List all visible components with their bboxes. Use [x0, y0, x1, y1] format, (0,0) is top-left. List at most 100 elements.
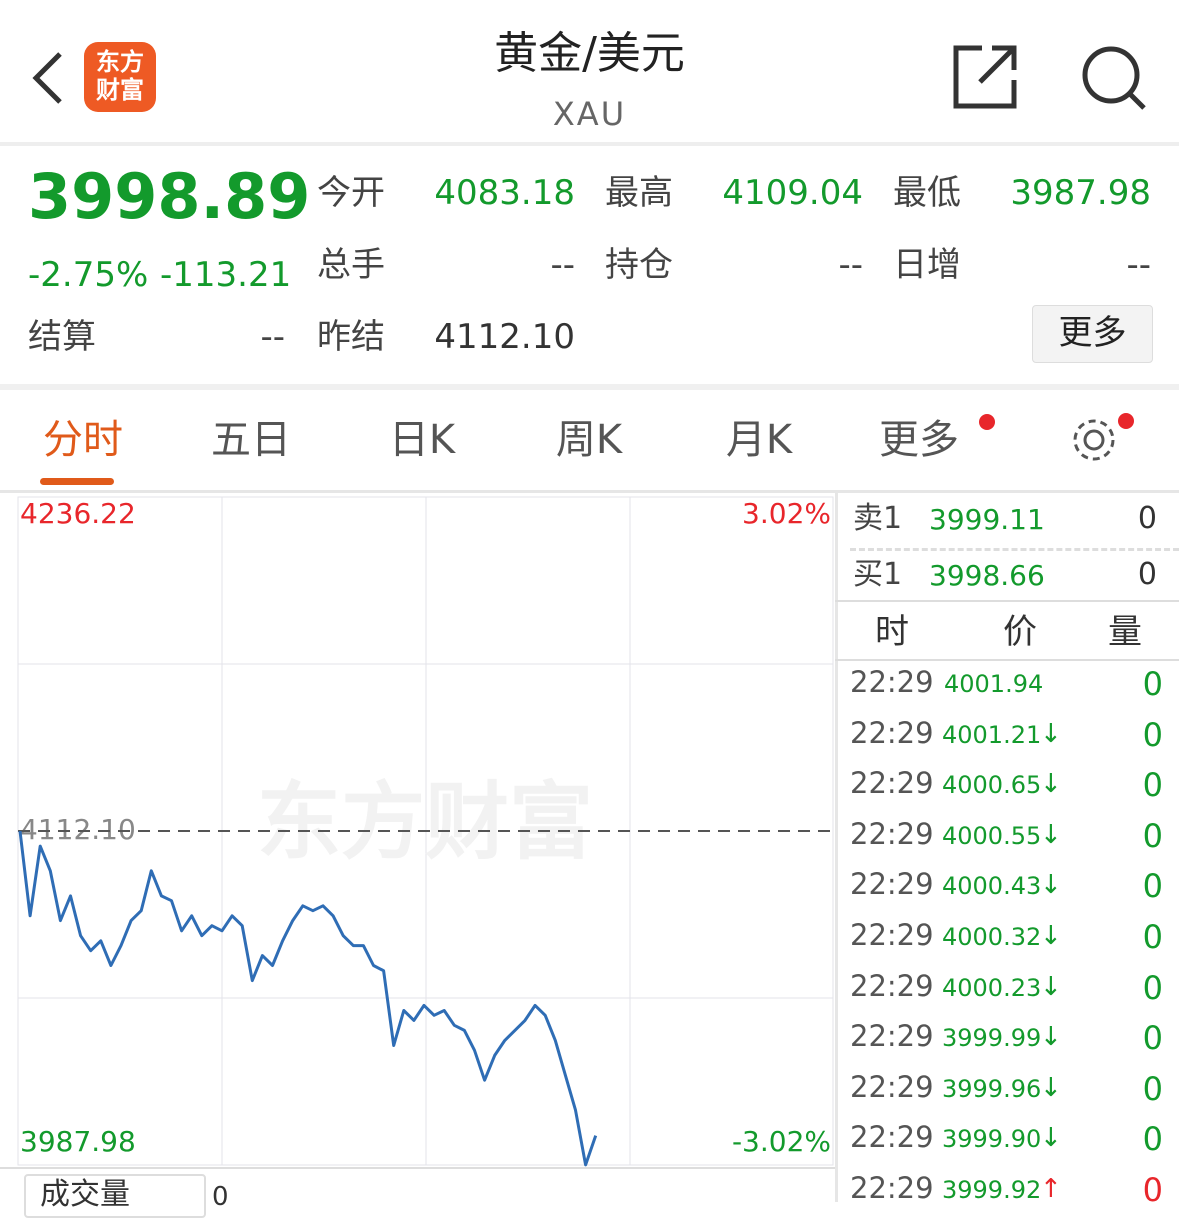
volume-selector-label[interactable]: 成交量: [40, 1177, 130, 1212]
trade-volume: 0: [1142, 1120, 1163, 1159]
trade-price: 4001.21: [942, 720, 1042, 749]
field-label: 最低: [893, 173, 961, 213]
trade-time: 22:29: [850, 665, 934, 699]
y-tick-label: 4112.10: [20, 813, 136, 846]
column-header: 量: [1108, 612, 1142, 652]
divider: [850, 548, 1179, 551]
order-volume: 0: [1137, 557, 1157, 592]
y2-tick-label: 3.02%: [742, 497, 831, 530]
field-value: 3987.98: [1010, 173, 1151, 213]
field-label: 今开: [317, 173, 385, 213]
change-value: -113.21: [160, 255, 292, 295]
field-label: 昨结: [317, 317, 385, 357]
trade-time: 22:29: [850, 715, 934, 750]
tab[interactable]: 月K: [725, 417, 793, 463]
divider: [0, 490, 1179, 493]
column-header: 价: [1003, 612, 1037, 652]
trade-price: 4000.43: [942, 872, 1042, 901]
search-button[interactable]: [1080, 44, 1150, 110]
tab[interactable]: 分时: [43, 417, 123, 463]
tab-indicator: [40, 478, 114, 485]
trade-price: 4001.94: [944, 670, 1044, 698]
trade-direction: ↓: [1040, 1072, 1062, 1103]
trade-price: 4000.23: [942, 973, 1042, 1002]
trade-price: 3999.96: [942, 1074, 1042, 1103]
field-value: 4109.04: [722, 173, 863, 213]
field-value: 4083.18: [434, 173, 575, 213]
order-label: 卖1: [853, 501, 903, 536]
trade-time: 22:29: [850, 816, 934, 851]
field-value: --: [550, 245, 575, 285]
trade-time: 22:29: [850, 1069, 934, 1104]
trade-direction: ↓: [1040, 921, 1062, 951]
trade-volume: 0: [1142, 968, 1163, 1007]
volume-value: 0: [212, 1182, 229, 1212]
order-volume: 0: [1137, 501, 1157, 536]
y2-tick-label: -3.02%: [732, 1125, 831, 1158]
badge: [979, 414, 995, 430]
y-tick-label: 3987.98: [20, 1125, 136, 1158]
logo[interactable]: [84, 42, 156, 112]
last-price: 3998.89: [28, 160, 311, 233]
trade-direction: ↓: [1040, 769, 1062, 800]
order-price: 3999.11: [929, 503, 1045, 536]
trade-direction: ↓: [1040, 971, 1062, 1002]
settings-button[interactable]: [1068, 414, 1120, 466]
price-line: [18, 830, 598, 1167]
trade-volume: 0: [1142, 867, 1163, 906]
tab[interactable]: 日K: [388, 417, 456, 463]
trade-volume: 0: [1142, 766, 1163, 805]
trade-direction: ↓: [1040, 819, 1062, 850]
trade-price: 4000.55: [942, 821, 1042, 850]
divider: [835, 493, 838, 1202]
divider: [0, 384, 1179, 390]
trade-volume: 0: [1142, 816, 1163, 855]
watermark: 东方财富: [257, 773, 593, 871]
trade-time: 22:29: [850, 1120, 934, 1155]
trade-price: 3999.99: [942, 1024, 1042, 1053]
tab[interactable]: 周K: [555, 417, 623, 463]
page-subtitle: XAU: [552, 95, 627, 133]
trade-volume: 0: [1142, 1019, 1163, 1058]
tab[interactable]: 更多: [879, 417, 959, 463]
trade-volume: 0: [1142, 665, 1163, 703]
trade-volume: 0: [1142, 918, 1163, 956]
more-button[interactable]: [1032, 305, 1153, 363]
field-value: 4112.10: [434, 317, 575, 357]
back-button[interactable]: [28, 50, 68, 106]
trade-price: 3999.90: [942, 1125, 1042, 1154]
field-value: --: [1126, 245, 1151, 285]
trade-price: 4000.65: [942, 771, 1042, 800]
trade-volume: 0: [1142, 715, 1163, 754]
trade-direction: ↑: [1040, 1174, 1062, 1204]
order-label: 买1: [853, 557, 903, 592]
change-percent: -2.75%: [28, 255, 149, 295]
trades-header: [835, 600, 1179, 661]
trade-volume: 0: [1142, 1171, 1163, 1209]
trade-time: 22:29: [850, 968, 934, 1003]
more-button-label[interactable]: 更多: [1058, 313, 1127, 353]
field-label: 结算: [28, 317, 96, 357]
trade-price: 3999.92: [942, 1176, 1042, 1204]
tab[interactable]: 五日: [211, 417, 291, 463]
trade-direction: ↓: [1040, 1022, 1062, 1053]
field-label: 持仓: [605, 245, 673, 285]
logo-text[interactable]: 东方: [96, 48, 144, 76]
divider: [0, 142, 1179, 146]
column-header: 时: [875, 612, 909, 652]
trade-direction: ↓: [1040, 1123, 1062, 1154]
trade-time: 22:29: [850, 1171, 934, 1205]
field-value: --: [838, 245, 863, 285]
share-button[interactable]: [952, 44, 1022, 110]
trade-time: 22:29: [850, 766, 934, 801]
trade-direction: ↓: [1040, 870, 1062, 901]
field-value: --: [260, 317, 285, 357]
field-label: 总手: [317, 245, 385, 285]
field-label: 日增: [893, 245, 961, 285]
trade-volume: 0: [1142, 1069, 1163, 1108]
order-price: 3998.66: [929, 559, 1045, 592]
field-label: 最高: [605, 173, 673, 213]
trade-time: 22:29: [850, 1019, 934, 1054]
logo-text[interactable]: 财富: [96, 76, 144, 104]
